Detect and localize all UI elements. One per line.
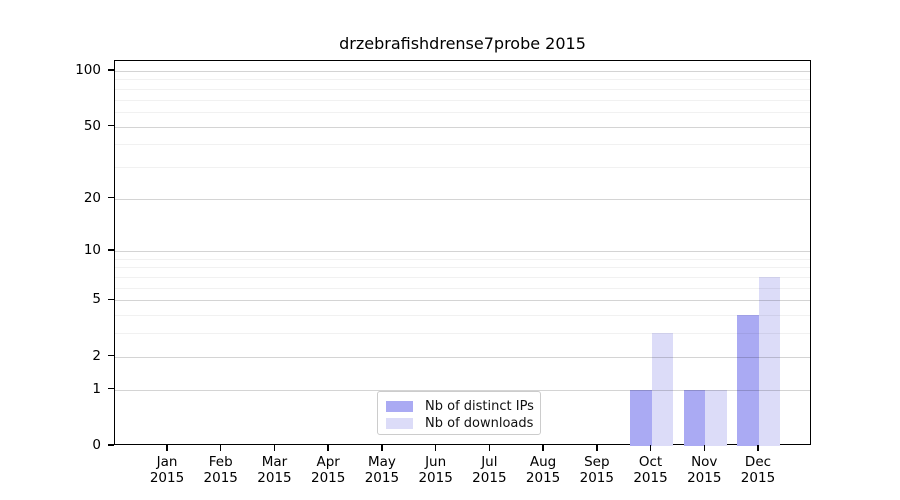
- gridline-minor-30: [115, 166, 810, 168]
- x-axis: Jan 2015 Feb 2015 Mar 2015 Apr 2015 May 2015 Jun 20…: [114, 445, 811, 500]
- x-tick-may: [381, 445, 383, 451]
- bar-downloads-oct: [651, 333, 674, 446]
- y-tick-label-2: 2: [92, 347, 101, 364]
- gridline-major-100: [115, 71, 810, 73]
- x-tick-jul: [488, 445, 491, 451]
- x-tick-label-feb: Feb 2015: [203, 454, 238, 486]
- gridline-minor-70: [115, 99, 810, 101]
- plot-area: Nb of distinct IPs Nb of downloads: [114, 60, 811, 446]
- legend-label-downloads: Nb of downloads: [425, 415, 534, 431]
- x-tick-label-jun: Jun 2015: [418, 454, 453, 486]
- gridline-minor-4: [115, 315, 810, 317]
- chart-title: drzebrafishdrense7probe 2015: [339, 34, 586, 53]
- legend-swatch-downloads: [386, 417, 413, 429]
- gridline-minor-3: [115, 333, 810, 335]
- x-tick-sep: [596, 445, 598, 451]
- gridline-minor-80: [115, 88, 810, 90]
- gridline-minor-7: [115, 277, 810, 279]
- x-tick-nov: [703, 445, 706, 451]
- y-tick-5: [108, 298, 114, 301]
- x-tick-label-jul: Jul 2015: [472, 454, 507, 486]
- y-tick-100: [108, 69, 114, 71]
- y-tick-1: [108, 387, 114, 390]
- legend-entry-downloads: Nb of downloads: [386, 415, 540, 431]
- y-tick-20: [108, 196, 114, 199]
- y-tick-label-100: 100: [75, 62, 101, 79]
- gridline-minor-8: [115, 267, 810, 269]
- x-tick-jan: [166, 445, 168, 451]
- gridline-minor-9: [115, 258, 810, 260]
- gridline-minor-60: [115, 111, 810, 113]
- y-tick-label-20: 20: [83, 189, 101, 206]
- x-tick-mar: [273, 445, 276, 451]
- gridline-major-10: [115, 251, 810, 253]
- x-tick-label-may: May 2015: [364, 454, 400, 486]
- y-tick-label-10: 10: [83, 242, 101, 259]
- gridline-major-50: [115, 126, 810, 128]
- gridline-minor-6: [115, 287, 810, 289]
- x-tick-jun: [434, 445, 437, 451]
- bar-distinct-ips-oct: [630, 389, 652, 446]
- x-tick-label-nov: Nov 2015: [687, 454, 722, 486]
- x-tick-aug: [542, 445, 544, 451]
- bar-distinct-ips-nov: [683, 389, 706, 446]
- gridline-major-2: [115, 356, 810, 358]
- x-tick-label-jan: Jan 2015: [149, 454, 185, 486]
- bar-downloads-dec: [758, 277, 781, 446]
- bar-distinct-ips-dec: [737, 315, 759, 446]
- legend-swatch-distinct-ips: [386, 400, 413, 412]
- x-tick-label-sep: Sep 2015: [579, 454, 614, 486]
- x-tick-apr: [327, 445, 329, 451]
- y-tick-50: [108, 124, 114, 127]
- y-tick-0: [108, 444, 114, 446]
- y-tick-label-5: 5: [92, 291, 101, 308]
- x-tick-dec: [757, 445, 759, 451]
- x-tick-label-mar: Mar 2015: [257, 454, 292, 486]
- x-tick-feb: [219, 445, 222, 451]
- bar-downloads-nov: [705, 389, 727, 446]
- gridline-minor-90: [115, 79, 810, 81]
- gridline-minor-40: [115, 144, 810, 146]
- legend: Nb of distinct IPs Nb of downloads: [377, 391, 541, 435]
- legend-entry-distinct-ips: Nb of distinct IPs: [386, 398, 540, 414]
- gridline-major-20: [115, 198, 810, 200]
- y-tick-label-1: 1: [92, 380, 101, 397]
- x-tick-label-oct: Oct 2015: [633, 454, 668, 486]
- gridline-major-5: [115, 300, 810, 302]
- legend-label-distinct-ips: Nb of distinct IPs: [425, 398, 534, 414]
- x-tick-oct: [649, 445, 652, 451]
- y-tick-label-0: 0: [92, 437, 101, 453]
- x-tick-label-apr: Apr 2015: [310, 454, 346, 486]
- x-tick-label-dec: Dec 2015: [740, 454, 776, 486]
- y-tick-label-50: 50: [83, 117, 101, 134]
- y-tick-2: [108, 354, 114, 357]
- y-tick-10: [108, 249, 114, 251]
- x-tick-label-aug: Aug 2015: [525, 454, 561, 486]
- y-axis: 0 1 2 5 10 20 50 100: [0, 60, 114, 453]
